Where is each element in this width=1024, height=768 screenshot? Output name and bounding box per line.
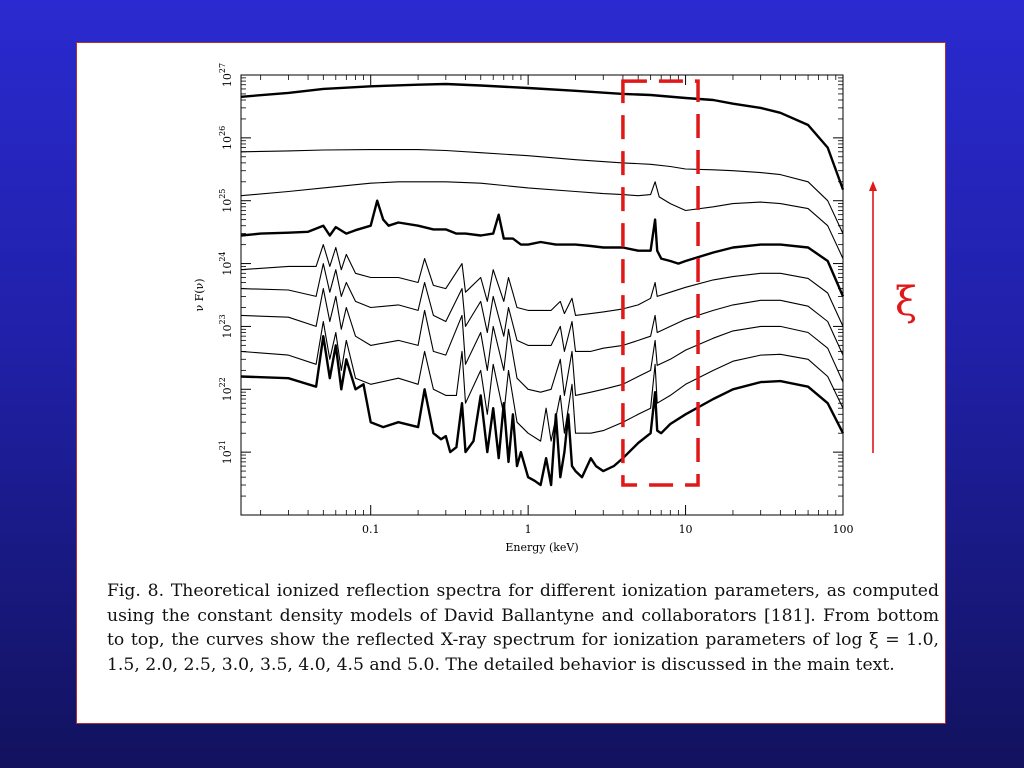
xi-annotation: ξ: [895, 279, 918, 325]
y-tick-label: 1022: [218, 377, 234, 401]
y-tick-label: 1023: [218, 314, 234, 338]
figure-caption: Fig. 8. Theoretical ionized reflection s…: [107, 581, 939, 675]
spectrum-curve: [240, 149, 844, 234]
spectrum-curve: [240, 320, 844, 442]
spectrum-curve: [240, 181, 844, 259]
spectrum-curve: [240, 335, 845, 487]
spectrum-curve: [240, 244, 844, 327]
spectrum-curve: [240, 263, 844, 356]
highlight-box: [621, 79, 700, 487]
y-tick-label: 1027: [218, 63, 234, 87]
y-tick-label: 1025: [218, 189, 234, 213]
xi-arrow-head: [869, 181, 877, 191]
spectra-chart: 0.1 1 10 100 1021 1022 1023 1024 1025 1026 1027 Ene…: [193, 63, 877, 554]
x-tick-label: 10: [679, 523, 693, 536]
x-tick-label: 1: [525, 523, 532, 536]
x-tick-label: 100: [833, 523, 854, 536]
y-tick-label: 1024: [218, 251, 234, 275]
spectrum-curve: [240, 199, 845, 297]
y-tick-label: 1026: [218, 126, 234, 150]
y-axis-label: ν F(ν): [193, 278, 206, 311]
x-axis-label: Energy (keV): [505, 541, 578, 554]
x-tick-label: 0.1: [362, 523, 380, 536]
spectrum-curve: [240, 82, 845, 191]
spectrum-curve: [240, 288, 844, 396]
figure-panel: 0.1 1 10 100 1021 1022 1023 1024 1025 1026 1027 Ene…: [76, 42, 946, 724]
y-tick-label: 1021: [218, 440, 234, 464]
plot-frame: [240, 74, 844, 516]
